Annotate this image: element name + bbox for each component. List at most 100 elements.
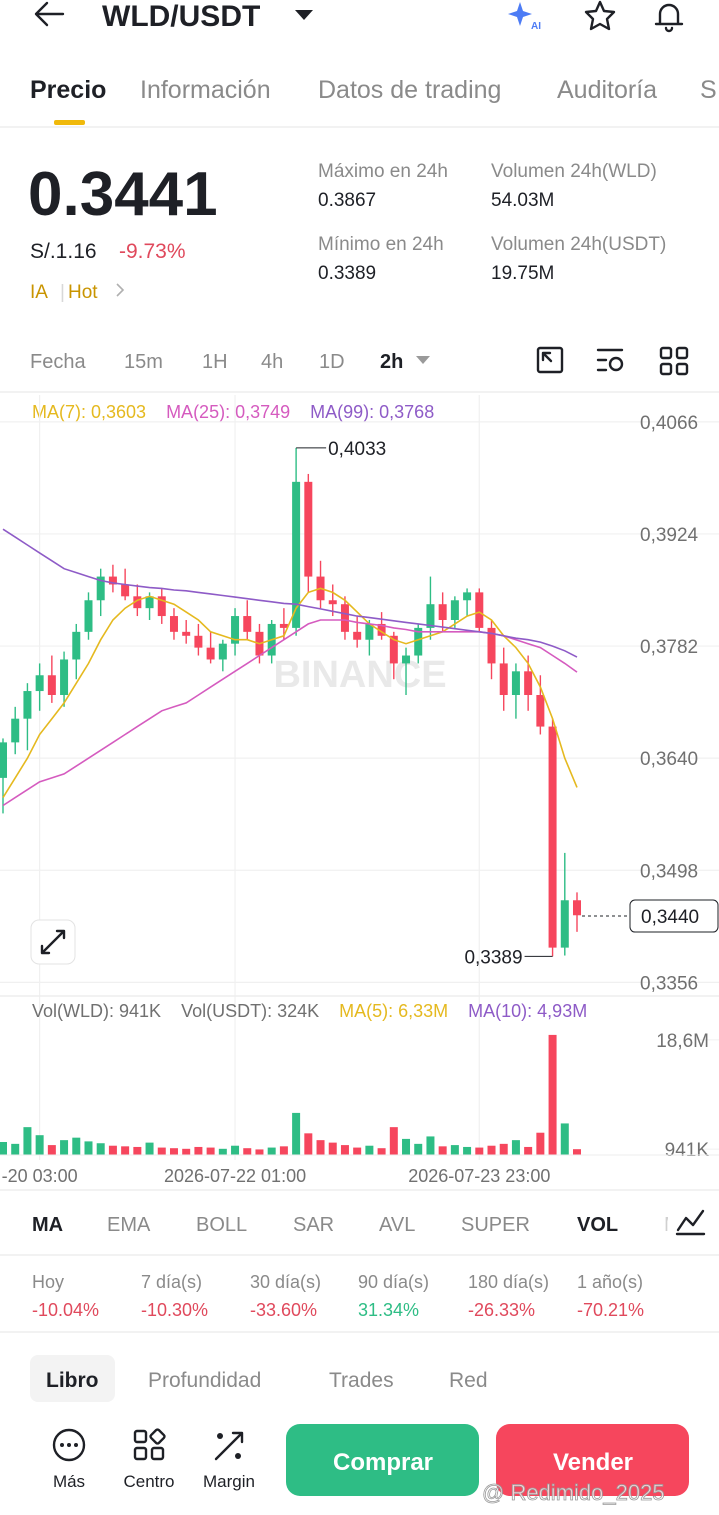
- separator: |: [60, 282, 65, 303]
- candle-body: [157, 596, 166, 617]
- volume-bar: [194, 1146, 203, 1155]
- chart-layout[interactable]: [659, 346, 689, 376]
- volume-bar: [450, 1145, 459, 1155]
- volume-bar: [218, 1148, 227, 1155]
- volume-bar: [524, 1146, 533, 1155]
- buy-button[interactable]: Comprar: [286, 1424, 479, 1496]
- y-tick-label: 0,3498: [640, 861, 698, 882]
- back-button[interactable]: [34, 1, 65, 27]
- volume-bar: [96, 1143, 105, 1155]
- candle-body: [84, 600, 93, 632]
- margin-action[interactable]: Margin: [203, 1431, 255, 1491]
- candle-body: [206, 647, 215, 660]
- tab[interactable]: Auditoría: [557, 76, 657, 104]
- volume-bar: [121, 1146, 130, 1155]
- candle-body: [499, 663, 508, 695]
- tag[interactable]: IA: [30, 282, 48, 303]
- volume-bar: [84, 1141, 93, 1155]
- interval[interactable]: 1D: [319, 351, 345, 373]
- candle-body: [169, 616, 178, 632]
- pair-dropdown[interactable]: [295, 10, 313, 20]
- performance-row: Hoy -10.04% 7 día(s) -10.30% 30 día(s) -33.60…: [32, 1272, 644, 1320]
- favorite-button[interactable]: [584, 0, 616, 31]
- volume-bar: [389, 1127, 398, 1155]
- indicator[interactable]: SUPER: [461, 1214, 530, 1236]
- indicator[interactable]: SAR: [293, 1214, 334, 1236]
- indicator[interactable]: AVL: [379, 1214, 415, 1236]
- tag[interactable]: Hot: [68, 282, 98, 303]
- volume-bar: [377, 1148, 386, 1155]
- candle-body: [182, 631, 191, 636]
- tab[interactable]: Precio: [30, 76, 106, 104]
- candle-body: [304, 481, 313, 577]
- interval-dropdown[interactable]: [416, 356, 430, 364]
- volume-bar: [231, 1145, 240, 1155]
- candle-body: [328, 600, 337, 605]
- indicator[interactable]: EMA: [107, 1214, 151, 1236]
- volume-bar: [463, 1146, 472, 1155]
- volume-bar: [145, 1142, 154, 1155]
- indicator[interactable]: BOLL: [196, 1214, 247, 1236]
- candle-body: [96, 576, 105, 601]
- action-label: Margin: [203, 1472, 255, 1491]
- x-tick-label: -20 03:00: [2, 1166, 78, 1186]
- indicator-settings[interactable]: [675, 1209, 706, 1236]
- volume-legend-entry: MA(10): 4,93M: [468, 1001, 587, 1021]
- period-change: -70.21%: [577, 1300, 644, 1320]
- volume-legend-entry: Vol(WLD): 941K: [32, 1001, 161, 1021]
- interval[interactable]: 15m: [124, 351, 163, 373]
- volume-bar: [255, 1149, 264, 1155]
- book-tab[interactable]: Red: [449, 1369, 488, 1392]
- volume-bar: [304, 1133, 313, 1155]
- y-tick-label: 0,4066: [640, 413, 698, 434]
- book-tab[interactable]: Trades: [329, 1369, 394, 1392]
- chart-tool[interactable]: [536, 346, 564, 374]
- stat-value: 54.03M: [491, 190, 554, 211]
- volume-bar: [60, 1140, 69, 1155]
- indicator[interactable]: VOL: [577, 1214, 618, 1236]
- candle-body: [402, 655, 411, 664]
- volume-bar: [475, 1147, 484, 1155]
- interval[interactable]: 1H: [202, 351, 228, 373]
- candle-body: [475, 592, 484, 628]
- stat-value: 0.3389: [318, 263, 376, 284]
- candle-body: [573, 900, 581, 916]
- candlestick-chart: MA(7): 0,3603 MA(25): 0,3749 MA(99): 0,376…: [0, 395, 719, 1186]
- volume-tick-label: 18,6M: [656, 1031, 709, 1052]
- button-label: Comprar: [333, 1449, 433, 1476]
- interval[interactable]: 4h: [261, 351, 283, 373]
- alert-button[interactable]: [654, 3, 684, 33]
- tab[interactable]: Información: [140, 76, 271, 104]
- more-action[interactable]: Más: [52, 1428, 86, 1491]
- y-tick-label: 0,3924: [640, 525, 699, 546]
- ai-button[interactable]: AI: [508, 2, 541, 32]
- expand-button[interactable]: [30, 919, 76, 965]
- period-label: 180 día(s): [468, 1272, 549, 1292]
- candle-body: [121, 584, 130, 597]
- volume-bar: [279, 1146, 288, 1155]
- stat-value: 0.3867: [318, 190, 376, 211]
- period-change: -26.33%: [468, 1300, 535, 1320]
- book-tab[interactable]: Libro: [46, 1369, 99, 1392]
- indicator[interactable]: MA: [32, 1214, 63, 1236]
- period-change: -33.60%: [250, 1300, 317, 1320]
- candle-body: [145, 596, 154, 609]
- volume-bar: [426, 1136, 435, 1155]
- candle-body: [511, 671, 520, 695]
- button-label: Vender: [553, 1449, 633, 1476]
- pair-title[interactable]: WLD/USDT: [102, 0, 260, 33]
- tab[interactable]: Datos de trading: [318, 76, 501, 104]
- interval[interactable]: Fecha: [30, 351, 86, 373]
- period-label: 1 año(s): [577, 1272, 643, 1292]
- sell-button[interactable]: Vender: [496, 1424, 689, 1496]
- chart-settings[interactable]: [596, 348, 624, 372]
- volume-bar: [72, 1137, 81, 1155]
- candle-body: [414, 627, 423, 656]
- tab[interactable]: S: [700, 76, 717, 104]
- book-tab[interactable]: Profundidad: [148, 1369, 261, 1392]
- center-action[interactable]: Centro: [123, 1428, 175, 1491]
- interval[interactable]: 2h: [380, 351, 403, 373]
- volume-bar: [340, 1145, 349, 1155]
- volume-bar: [353, 1147, 362, 1155]
